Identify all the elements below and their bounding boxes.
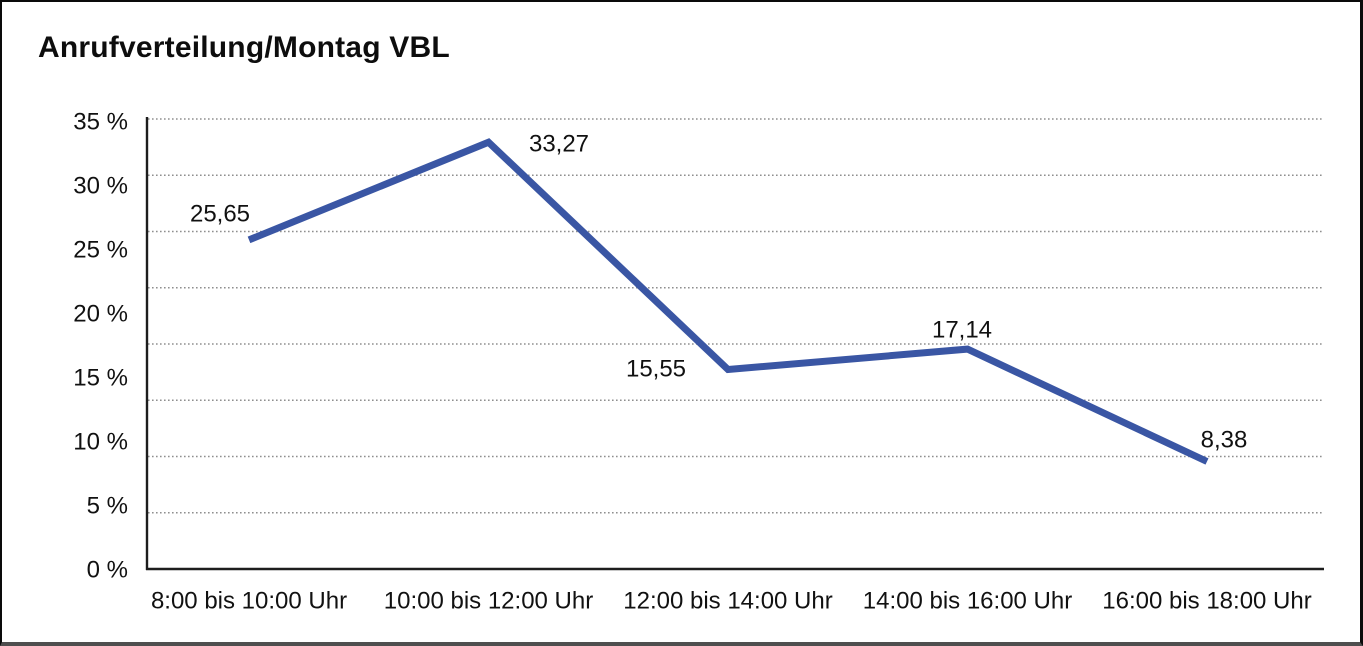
- data-series-line: [247, 138, 1209, 465]
- x-category-label: 16:00 bis 18:00 Uhr: [1102, 587, 1311, 614]
- x-category-label: 12:00 bis 14:00 Uhr: [623, 587, 832, 614]
- y-tick-label: 20 %: [73, 300, 128, 327]
- y-tick-label: 30 %: [73, 172, 128, 199]
- x-category-label: 10:00 bis 12:00 Uhr: [384, 587, 593, 614]
- y-tick-label: 35 %: [73, 108, 128, 135]
- chart-title: Anrufverteilung/Montag VBL: [38, 31, 450, 64]
- y-tick-label: 25 %: [73, 236, 128, 263]
- x-category-label: 14:00 bis 16:00 Uhr: [863, 587, 1072, 614]
- data-point-label: 15,55: [626, 355, 686, 382]
- y-tick-label: 15 %: [73, 364, 128, 391]
- y-tick-label: 0 %: [87, 556, 128, 583]
- data-point-label: 33,27: [529, 130, 589, 157]
- data-point-label: 25,65: [190, 200, 250, 227]
- y-tick-label: 10 %: [73, 428, 128, 455]
- data-point-label: 8,38: [1201, 426, 1248, 453]
- x-category-label: 8:00 bis 10:00 Uhr: [151, 587, 347, 614]
- y-tick-label: 5 %: [87, 492, 128, 519]
- data-point-label: 17,14: [932, 316, 992, 343]
